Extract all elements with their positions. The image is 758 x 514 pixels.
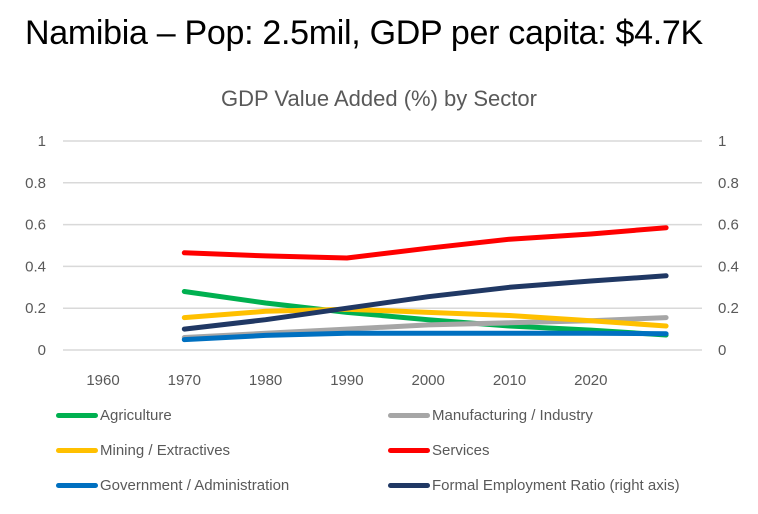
series-line-services (181, 225, 669, 261)
legend-label: Mining / Extractives (100, 442, 231, 459)
y-tick-label: 0.2 (25, 300, 46, 317)
chart-title: GDP Value Added (%) by Sector (221, 86, 537, 111)
gridlines (63, 140, 702, 351)
y2-tick-label: 0.8 (718, 175, 739, 192)
legend-swatch-mining (56, 448, 98, 453)
y-tick-label: 1 (38, 133, 46, 150)
series-line-government-administration (181, 330, 669, 343)
legend-item-agriculture[interactable]: Agriculture (56, 407, 172, 424)
y2-tick-label: 0.6 (718, 217, 739, 234)
legend-swatch-agriculture (56, 413, 98, 418)
legend-item-mining[interactable]: Mining / Extractives (56, 442, 230, 459)
legend-swatch-government (56, 483, 98, 488)
y-tick-label: 0 (38, 342, 46, 359)
y2-tick-label: 1 (718, 133, 726, 150)
legend-item-manufacturing[interactable]: Manufacturing / Industry (388, 407, 593, 424)
series-line-mining-extractives (181, 306, 669, 329)
legend-label: Formal Employment Ratio (right axis) (432, 477, 680, 494)
series-line-agriculture (181, 289, 669, 338)
x-tick-label: 1980 (249, 372, 282, 389)
legend-label: Manufacturing / Industry (432, 407, 593, 424)
legend-item-formal-employment[interactable]: Formal Employment Ratio (right axis) (388, 477, 680, 494)
legend-label: Agriculture (100, 407, 172, 424)
y-tick-label: 0.8 (25, 175, 46, 192)
y2-tick-label: 0 (718, 342, 726, 359)
legend-item-services[interactable]: Services (388, 442, 490, 459)
slide-title: Namibia – Pop: 2.5mil, GDP per capita: $… (25, 14, 703, 52)
legend-label: Services (432, 442, 490, 459)
y-axis-right: 0 0.2 0.4 0.6 0.8 1 (718, 133, 739, 359)
x-tick-label: 1990 (330, 372, 363, 389)
y-axis-left: 0 0.2 0.4 0.6 0.8 1 (25, 133, 46, 359)
x-axis: 1960 1970 1980 1990 2000 2010 2020 (86, 372, 607, 389)
y-tick-label: 0.6 (25, 217, 46, 234)
y2-tick-label: 0.2 (718, 300, 739, 317)
legend-item-government[interactable]: Government / Administration (56, 477, 289, 494)
legend-swatch-services (388, 448, 430, 453)
series-lines (181, 225, 669, 343)
x-tick-label: 1960 (86, 372, 119, 389)
legend-label: Government / Administration (100, 477, 290, 494)
y-tick-label: 0.4 (25, 258, 46, 275)
x-tick-label: 1970 (168, 372, 201, 389)
x-tick-label: 2010 (493, 372, 526, 389)
series-line-formal-employment-ratio-right-axis (181, 273, 669, 332)
legend-swatch-formal-employment (388, 483, 430, 488)
x-tick-label: 2020 (574, 372, 607, 389)
y2-tick-label: 0.4 (718, 258, 739, 275)
legend-swatch-manufacturing (388, 413, 430, 418)
x-tick-label: 2000 (412, 372, 445, 389)
